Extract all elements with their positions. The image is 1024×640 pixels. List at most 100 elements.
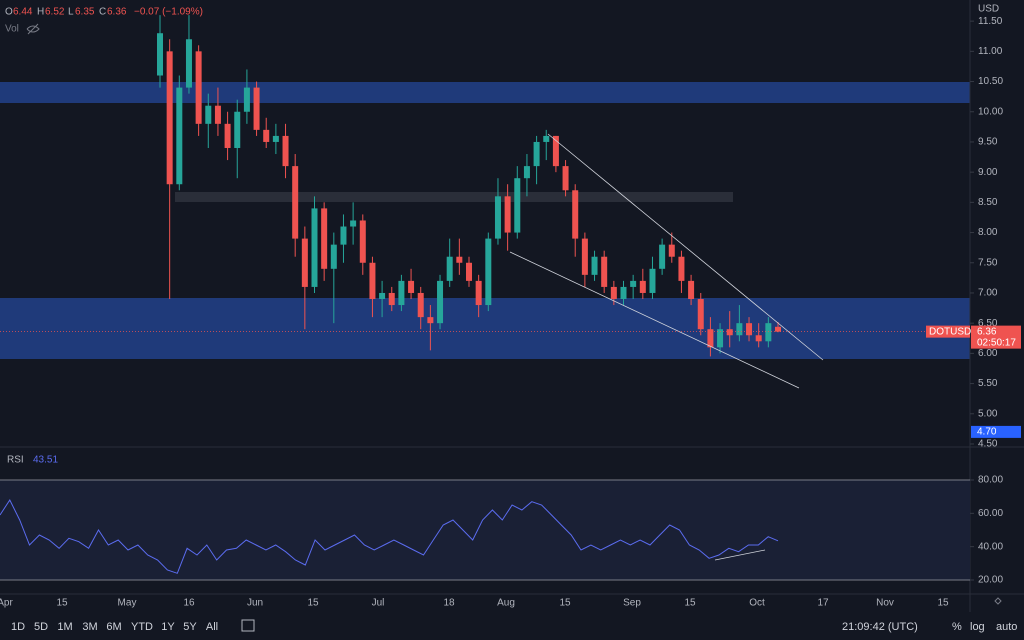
candle-body <box>523 166 530 179</box>
candle-body <box>775 326 781 332</box>
candle-body <box>214 105 221 124</box>
candle-body <box>485 238 492 306</box>
time-tick-label: 16 <box>183 598 195 609</box>
candle-body <box>340 226 347 245</box>
rsi-current: 43.51 <box>33 455 58 466</box>
range-button[interactable]: All <box>206 621 218 633</box>
y-tick-label: 11.00 <box>978 46 1003 57</box>
rsi-tick-label: 60.00 <box>978 508 1003 519</box>
h-label: H <box>37 7 44 18</box>
candle-body <box>234 111 241 148</box>
candle-body <box>668 244 675 257</box>
candle-body <box>417 292 424 318</box>
range-button[interactable]: 3M <box>82 621 97 633</box>
y-tick-label: 8.00 <box>978 227 998 238</box>
wedge-lower <box>509 251 800 389</box>
y-tick-label: 9.50 <box>978 137 998 148</box>
time-tick-label: Jul <box>372 598 385 609</box>
toolbar: 1D 5D 1M 3M 6M YTD 1Y 5Y All <box>11 621 218 633</box>
time-tick-label: 15 <box>559 598 571 609</box>
candle-body <box>639 280 646 293</box>
candle-body <box>456 256 463 263</box>
candle-body <box>504 196 511 233</box>
hide-icon[interactable] <box>26 23 40 35</box>
candle-body <box>243 87 250 112</box>
auto-toggle[interactable]: auto <box>996 621 1017 633</box>
time-tick-label: Jun <box>247 598 263 609</box>
y-tick-label: 5.50 <box>978 378 998 389</box>
range-button[interactable]: 1M <box>57 621 72 633</box>
y-tick-label: 5.00 <box>978 408 998 419</box>
marker-label: 4.70 <box>977 427 997 438</box>
candle-body <box>514 178 521 233</box>
last-price-tag <box>971 325 1021 349</box>
currency: USD <box>978 4 999 15</box>
candles <box>157 15 781 357</box>
candle-body <box>205 105 212 124</box>
candle-body <box>533 141 540 167</box>
range-button[interactable]: 5D <box>34 621 48 633</box>
countdown: 02:50:17 <box>977 337 1016 348</box>
candle-body <box>765 323 772 342</box>
rsi-tick-label: 80.00 <box>978 475 1003 486</box>
rsi-label: RSI <box>7 455 24 466</box>
candle-body <box>263 129 270 142</box>
symbol-tag <box>926 325 970 338</box>
time-tick-label: Oct <box>749 598 765 609</box>
candle-body <box>369 262 376 300</box>
candle-body <box>543 135 550 142</box>
candle-body <box>581 238 588 275</box>
candle-body <box>620 286 627 300</box>
candle-body <box>253 87 260 130</box>
rsi-tick-label: 20.00 <box>978 575 1003 586</box>
candle-body <box>562 166 569 191</box>
open: 6.44 <box>13 7 33 18</box>
date-range-icon[interactable] <box>241 619 255 632</box>
candle-body <box>736 323 743 336</box>
candle-body <box>311 208 318 287</box>
y-tick-label: 8.50 <box>978 197 998 208</box>
candle-body <box>166 51 173 185</box>
range-button[interactable]: 6M <box>106 621 121 633</box>
range-button[interactable]: YTD <box>131 621 153 633</box>
candle-body <box>446 256 453 281</box>
y-tick-label: 4.50 <box>978 439 998 450</box>
candle-body <box>176 87 183 185</box>
percent-toggle[interactable]: % <box>952 621 962 633</box>
range-button[interactable]: 1D <box>11 621 25 633</box>
candle-body <box>398 280 405 306</box>
time-tick-label: Nov <box>876 598 894 609</box>
candle-body <box>572 190 579 239</box>
time-tick-label: 17 <box>817 598 829 609</box>
y-tick-label: 6.50 <box>978 318 998 329</box>
c-label: C <box>99 7 106 18</box>
y-tick-label: 7.00 <box>978 288 998 299</box>
candle-body <box>330 244 337 269</box>
marker-tag <box>971 425 1021 438</box>
candle-body <box>466 262 472 281</box>
settings-icon[interactable] <box>994 597 1002 605</box>
range-button[interactable]: 5Y <box>183 621 197 633</box>
log-toggle[interactable]: log <box>970 621 985 633</box>
y-tick-label: 7.50 <box>978 257 998 268</box>
range-button[interactable]: 1Y <box>161 621 175 633</box>
candle-body <box>601 256 608 287</box>
y-tick-label: 10.00 <box>978 106 1003 117</box>
candle-body <box>552 135 559 167</box>
candle-body <box>301 238 308 287</box>
candle-body <box>726 329 733 336</box>
change: −0.07 (−1.09%) <box>134 7 203 18</box>
clock: 21:09:42 (UTC) <box>842 621 918 633</box>
time-tick-label: 15 <box>937 598 949 609</box>
candle-body <box>494 196 501 239</box>
candle-body <box>659 244 666 269</box>
candle-body <box>437 280 444 324</box>
candle-body <box>678 256 685 281</box>
candle-body <box>755 335 762 342</box>
time-axis: Apr 15 May 16 Jun 15 Jul 18 Aug 15 Sep 15 Oct 17 Nov 15 <box>0 598 949 609</box>
time-tick-label: 15 <box>307 598 319 609</box>
symbol-label: DOTUSD <box>929 326 971 337</box>
time-tick-label: 15 <box>684 598 696 609</box>
candle-body <box>379 292 386 300</box>
